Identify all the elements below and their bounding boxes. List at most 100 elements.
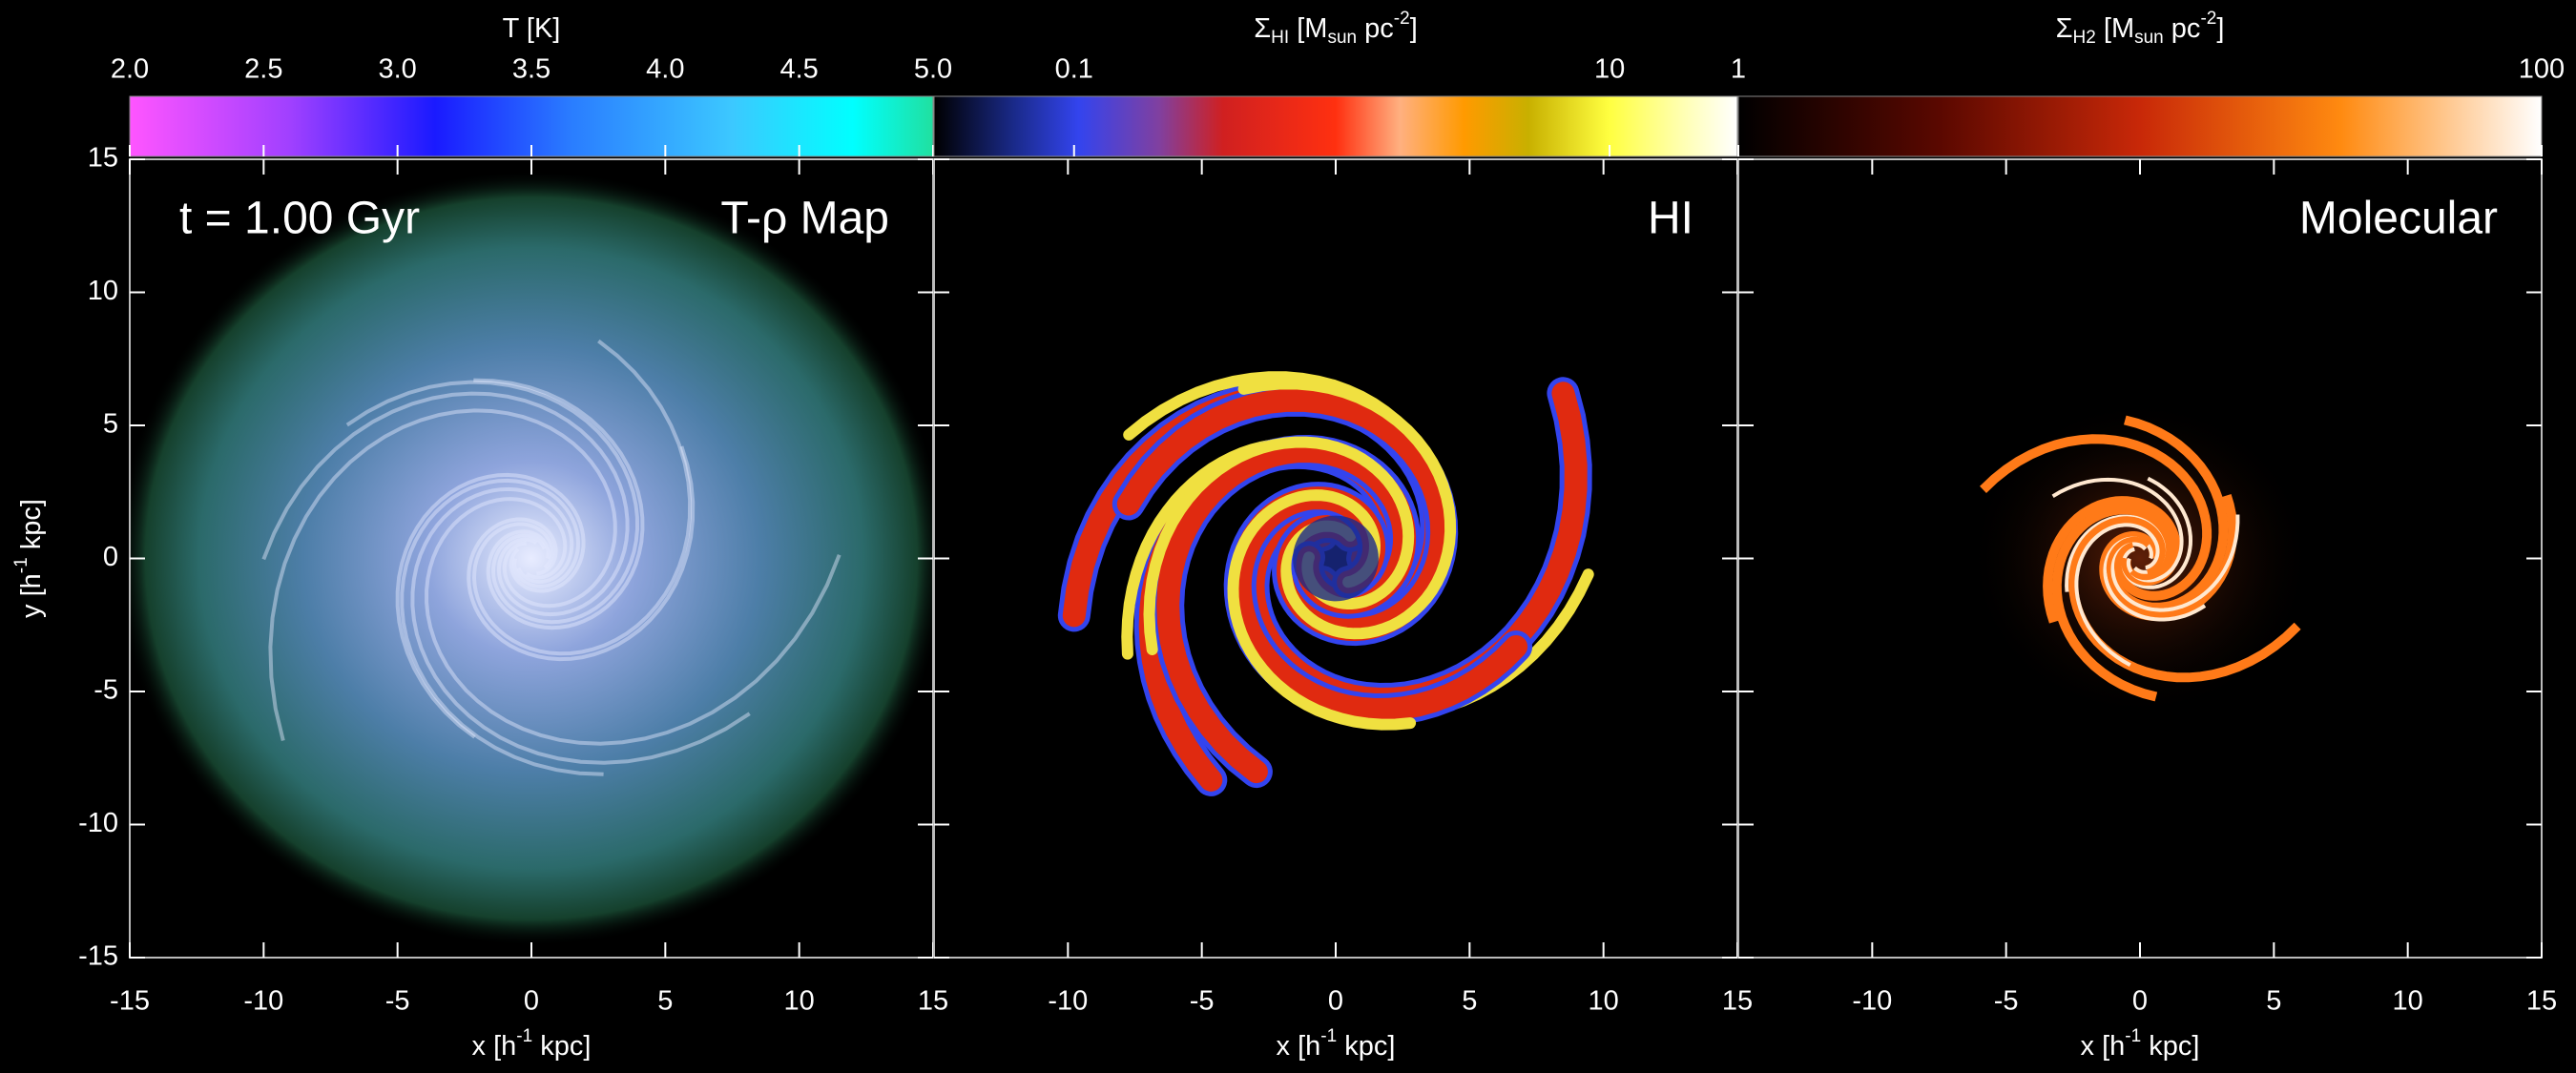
colorbar-tick-label: 2.5 <box>244 54 282 85</box>
x-tick-label: -10 <box>1852 986 1892 1017</box>
colorbar-tick-label: 4.0 <box>646 54 684 85</box>
y-axis-label-part: y [h <box>16 573 47 618</box>
x-axis-label-part: x [h <box>1277 1031 1321 1062</box>
core <box>1293 515 1379 602</box>
colorbar <box>933 95 1738 157</box>
arm-white <box>2121 476 2193 589</box>
y-tick-label: 10 <box>88 276 118 306</box>
arm <box>345 380 640 625</box>
y-tick-label: -5 <box>93 675 118 706</box>
panel-art <box>130 170 2315 947</box>
colorbar-label-part: pc <box>2164 13 2201 44</box>
x-axis-label-part: kpc] <box>2141 1031 2199 1062</box>
x-tick-label: -5 <box>385 986 410 1017</box>
arm <box>395 472 586 739</box>
panel-annotation: T-ρ Map <box>720 194 889 244</box>
x-tick-label: 15 <box>1722 986 1753 1017</box>
colorbar-label-part: -2 <box>2200 9 2216 29</box>
disc <box>130 170 933 947</box>
colorbar-label-part: HI <box>1271 28 1289 48</box>
arm <box>467 445 696 662</box>
x-tick-label: 0 <box>2132 986 2148 1017</box>
colorbar-label-part: -2 <box>1394 9 1410 29</box>
x-tick-label: -5 <box>1190 986 1215 1017</box>
x-tick-label: 5 <box>1462 986 1477 1017</box>
arm <box>425 497 841 746</box>
arm <box>268 408 617 741</box>
colorbar-tick-label: 100 <box>2519 54 2565 85</box>
colorbar-label-part: Σ <box>2056 13 2073 44</box>
x-tick-label: 10 <box>1589 986 1619 1017</box>
arm <box>471 339 693 656</box>
x-axis-label: x [h-1 kpc] <box>2081 1026 2200 1062</box>
panel-annotation: HI <box>1648 194 1693 244</box>
y-tick-label: 15 <box>88 143 118 174</box>
colorbar-label-part: sun <box>1327 28 1357 48</box>
y-axis-label: y [h-1 kpc] <box>11 499 47 618</box>
arm-orange <box>2051 505 2174 702</box>
arm-orange <box>1980 434 2212 601</box>
x-tick-label: 15 <box>2526 986 2557 1017</box>
colorbar-tick-label: 5.0 <box>914 54 952 85</box>
arm <box>410 486 751 765</box>
colorbar-label-part: [M <box>2096 13 2134 44</box>
colorbar-tick-label: 4.5 <box>780 54 819 85</box>
y-tick-label: 0 <box>103 542 118 572</box>
glow <box>1965 398 2315 719</box>
y-tick-label: 5 <box>103 409 118 440</box>
arm-white <box>2074 523 2160 668</box>
hi-art <box>1057 371 1594 796</box>
colorbar-label: ΣHI [Msun pc-2] <box>1254 9 1418 48</box>
x-axis-label: x [h-1 kpc] <box>472 1026 592 1062</box>
colorbar-tick-label: 1 <box>1731 54 1746 85</box>
x-tick-label: 15 <box>918 986 948 1017</box>
x-axis-label-part: kpc] <box>532 1031 591 1062</box>
colorbar-label-part: pc <box>1357 13 1394 44</box>
y-tick-label: -15 <box>78 941 118 972</box>
x-tick-label: -5 <box>1994 986 2019 1017</box>
panel-annotation: Molecular <box>2299 194 2498 244</box>
arm-white <box>2110 514 2240 612</box>
colorbar-label-part: ] <box>1410 13 1418 44</box>
x-axis-label-part: x [h <box>2081 1031 2126 1062</box>
tmap-art <box>130 170 933 947</box>
colorbar-tick-label: 3.5 <box>512 54 551 85</box>
arm-orange <box>2068 516 2301 683</box>
x-axis-label: x [h-1 kpc] <box>1277 1026 1396 1062</box>
x-tick-label: 10 <box>2393 986 2423 1017</box>
x-tick-label: 0 <box>524 986 539 1017</box>
y-axis-label-part: kpc] <box>16 499 47 557</box>
arm <box>261 391 630 617</box>
colorbar-label: T [K] <box>503 13 561 44</box>
x-tick-label: -10 <box>243 986 283 1017</box>
x-axis-label-part: -1 <box>516 1026 532 1046</box>
x-axis-label-part: x [h <box>472 1031 517 1062</box>
arm <box>473 378 645 630</box>
colorbar <box>1737 95 2543 157</box>
colorbar-label-part: T [K] <box>503 13 561 44</box>
h2-art <box>1965 398 2315 719</box>
x-tick-label: -15 <box>110 986 150 1017</box>
x-tick-label: 10 <box>784 986 815 1017</box>
x-axis-label-part: -1 <box>1320 1026 1337 1046</box>
panel-annotation: t = 1.00 Gyr <box>179 194 420 244</box>
colorbar-label-part: H2 <box>2073 28 2096 48</box>
x-axis-label-part: kpc] <box>1337 1031 1395 1062</box>
colorbar-tick-label: 10 <box>1594 54 1625 85</box>
colorbar-label: ΣH2 [Msun pc-2] <box>2056 9 2225 48</box>
colorbar-tick-label: 3.0 <box>379 54 417 85</box>
colorbar-label-part: [M <box>1289 13 1327 44</box>
arm <box>400 478 604 776</box>
colorbar-label-part: ] <box>2216 13 2224 44</box>
x-axis-label-part: -1 <box>2125 1026 2141 1046</box>
colorbar-tick-label: 0.1 <box>1055 54 1093 85</box>
x-tick-label: 5 <box>657 986 673 1017</box>
colorbar-label-part: Σ <box>1254 13 1271 44</box>
x-tick-label: -10 <box>1048 986 1088 1017</box>
y-tick-label: -10 <box>78 808 118 838</box>
x-tick-label: 0 <box>1328 986 1343 1017</box>
x-tick-label: 5 <box>2266 986 2281 1017</box>
y-axis-label-part: -1 <box>11 557 31 573</box>
arm-white <box>2051 477 2184 583</box>
